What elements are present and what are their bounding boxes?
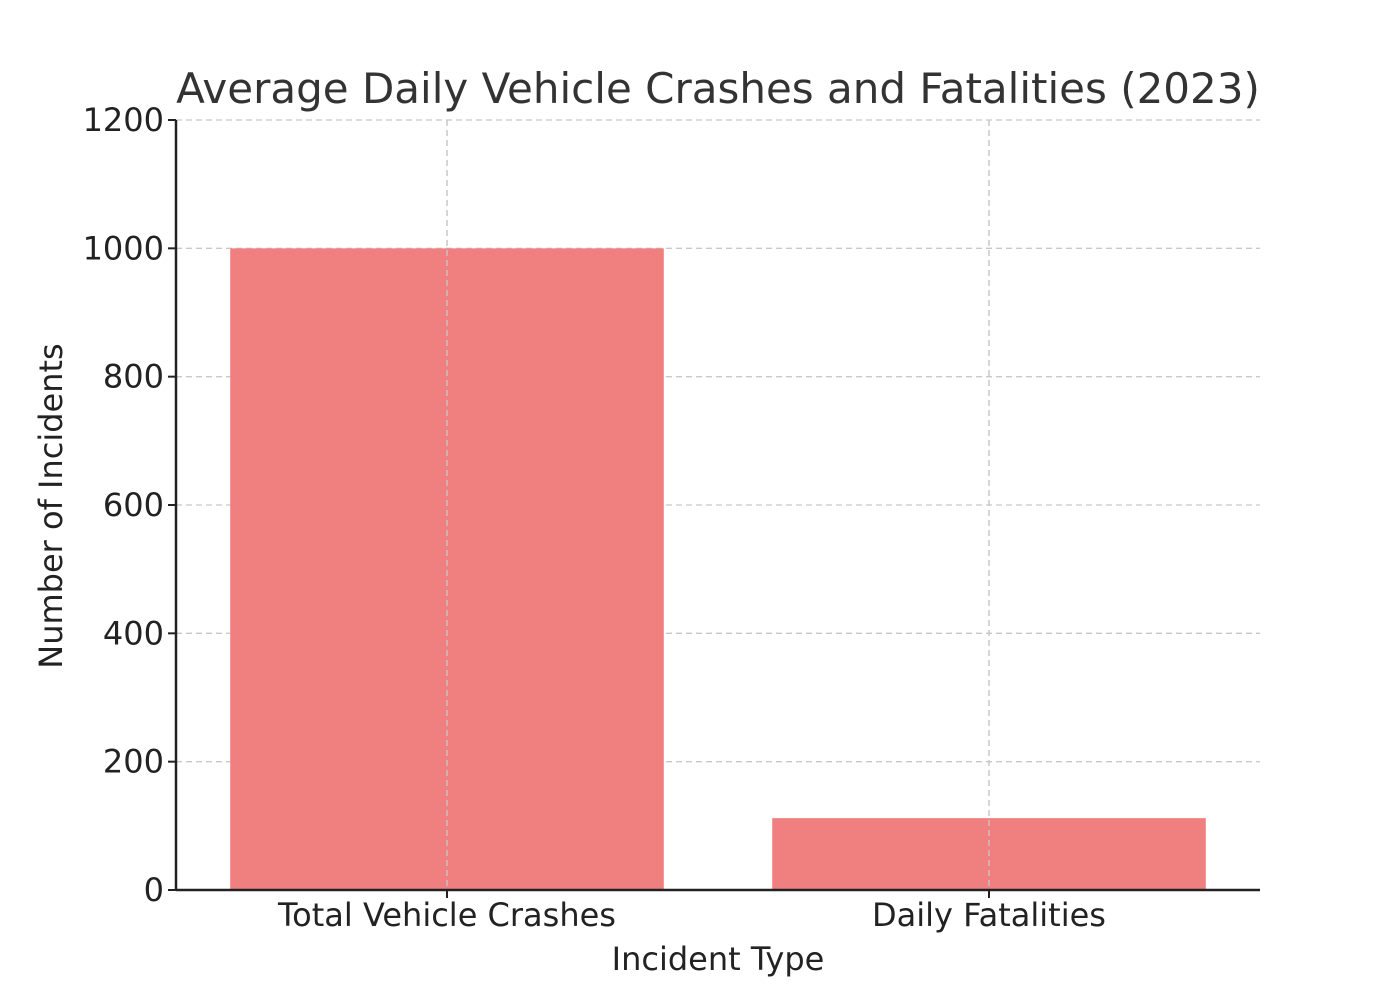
y-tick-label: 0 — [144, 871, 164, 909]
y-tick-label: 1200 — [83, 101, 164, 139]
y-tick-label: 600 — [103, 486, 164, 524]
y-tick-label: 1000 — [83, 229, 164, 267]
y-tick-label: 400 — [103, 614, 164, 652]
x-tick-label: Daily Fatalities — [872, 896, 1106, 934]
chart-title: Average Daily Vehicle Crashes and Fatali… — [176, 64, 1260, 113]
y-tick-labels: 0 200 400 600 800 1000 1200 — [83, 101, 176, 909]
bars — [230, 120, 1206, 891]
x-axis-label: Incident Type — [612, 940, 825, 978]
x-tick-labels: Total Vehicle Crashes Daily Fatalities — [277, 890, 1106, 934]
x-tick-label: Total Vehicle Crashes — [277, 896, 616, 934]
y-axis-label: Number of Incidents — [32, 343, 70, 668]
y-tick-label: 200 — [103, 743, 164, 781]
y-tick-label: 800 — [103, 358, 164, 396]
